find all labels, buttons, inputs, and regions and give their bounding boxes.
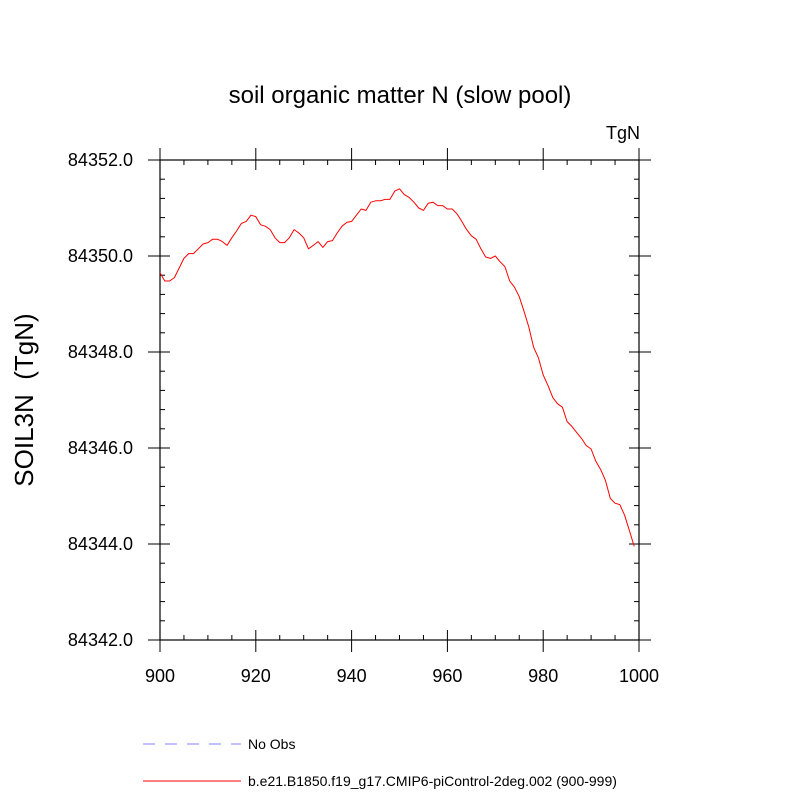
y-tick-label: 84346.0 — [68, 438, 133, 458]
y-tick-label: 84342.0 — [68, 630, 133, 650]
x-tick-label: 980 — [528, 666, 558, 686]
y-tick-label: 84350.0 — [68, 246, 133, 266]
series-layer — [159, 188, 635, 547]
major-ticks — [148, 148, 651, 652]
y-axis-label: SOIL3N (TgN) — [9, 313, 39, 486]
x-tick-label: 900 — [145, 666, 175, 686]
legend-label-control-run: b.e21.B1850.f19_g17.CMIP6-piControl-2deg… — [248, 773, 617, 789]
y-tick-label: 84348.0 — [68, 342, 133, 362]
y-tick-label: 84352.0 — [68, 150, 133, 170]
x-tick-label: 960 — [432, 666, 462, 686]
units-label: TgN — [606, 123, 640, 143]
tick-labels: 900 920 940 960 980 1000 84342.0 84344.0 84346.0… — [68, 150, 659, 686]
legend-label-no-obs: No Obs — [248, 736, 295, 752]
series-line — [159, 188, 635, 547]
plot-frame — [159, 159, 640, 641]
x-tick-label: 920 — [241, 666, 271, 686]
minor-ticks — [160, 160, 639, 640]
x-tick-label: 940 — [337, 666, 367, 686]
x-tick-label: 1000 — [619, 666, 659, 686]
chart-title: soil organic matter N (slow pool) — [229, 82, 572, 109]
legend: No Obs b.e21.B1850.f19_g17.CMIP6-piContr… — [143, 736, 617, 789]
y-tick-label: 84344.0 — [68, 534, 133, 554]
